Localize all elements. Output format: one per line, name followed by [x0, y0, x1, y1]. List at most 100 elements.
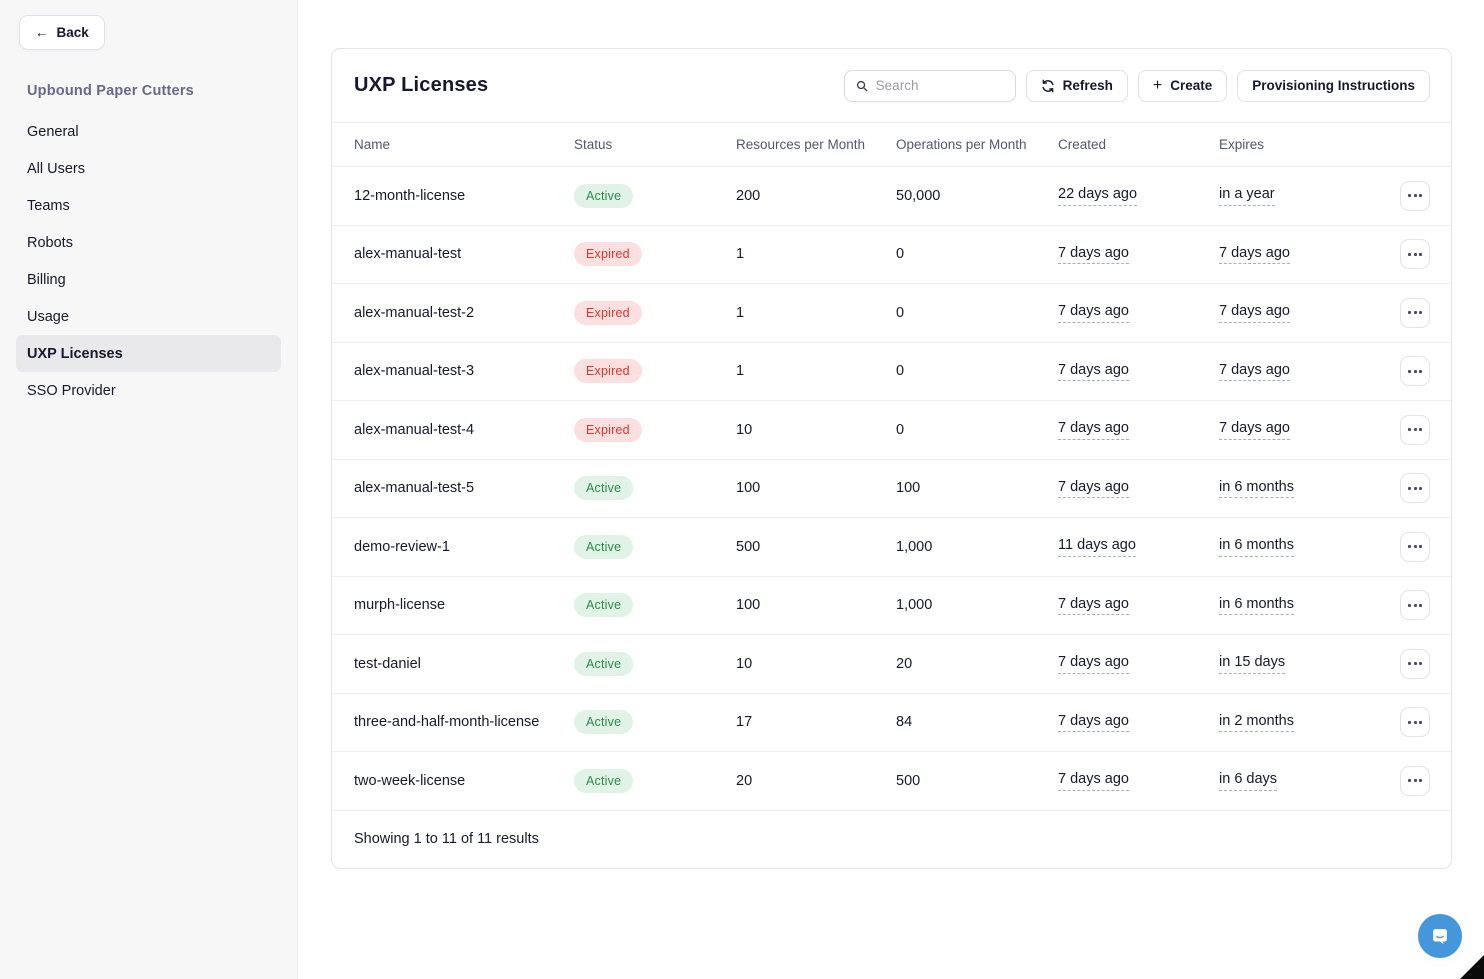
created-value: 7 days ago — [1058, 654, 1129, 674]
provisioning-instructions-button[interactable]: Provisioning Instructions — [1237, 69, 1430, 102]
table-row: three-and-half-month-license Active 17 8… — [332, 694, 1451, 752]
row-menu-button[interactable] — [1400, 590, 1430, 621]
column-header-expires: Expires — [1219, 137, 1265, 152]
license-name: two-week-license — [354, 772, 466, 789]
sidebar-item-sso-provider[interactable]: SSO Provider — [27, 382, 116, 399]
status-badge: Active — [574, 534, 634, 559]
ellipsis-icon — [1408, 779, 1411, 783]
back-button[interactable]: ← Back — [19, 15, 105, 50]
operations-per-month-value: 0 — [896, 421, 905, 438]
row-menu-button[interactable] — [1400, 356, 1430, 387]
license-name: three-and-half-month-license — [354, 714, 540, 731]
row-menu-button[interactable] — [1400, 297, 1430, 328]
row-menu-button[interactable] — [1400, 707, 1430, 738]
column-header-name: Name — [354, 137, 391, 152]
row-menu-button[interactable] — [1400, 531, 1430, 562]
table-row: alex-manual-test-2 Expired 1 0 7 days ag… — [332, 284, 1451, 343]
create-button-label: Create — [1170, 78, 1213, 93]
license-name: alex-manual-test-5 — [354, 480, 475, 497]
status-badge: Active — [574, 183, 634, 208]
table-row: two-week-license Active 20 500 7 days ag… — [332, 752, 1451, 811]
row-menu-button[interactable] — [1400, 414, 1430, 445]
refresh-button[interactable]: Refresh — [1025, 69, 1128, 102]
sidebar: ← Back Upbound Paper Cutters General All … — [0, 0, 298, 979]
search-box[interactable] — [843, 69, 1016, 102]
table-row: alex-manual-test Expired 1 0 7 days ago … — [332, 226, 1451, 284]
license-name: demo-review-1 — [354, 538, 450, 555]
row-menu-button[interactable] — [1400, 180, 1430, 211]
resources-per-month-value: 1 — [736, 246, 745, 263]
sidebar-item-teams[interactable]: Teams — [27, 197, 70, 214]
row-menu-button[interactable] — [1400, 648, 1430, 679]
resources-per-month-value: 1 — [736, 363, 745, 380]
table-footer: Showing 1 to 11 of 11 results — [332, 811, 1451, 868]
operations-per-month-value: 50,000 — [896, 187, 941, 204]
ellipsis-icon — [1408, 369, 1411, 373]
uxp-licenses-card: UXP Licenses Refresh — [331, 48, 1452, 869]
ellipsis-icon — [1408, 486, 1411, 490]
table-header-row: Name Status Resources per Month Operatio… — [332, 123, 1451, 167]
resources-per-month-value: 1 — [736, 304, 745, 321]
license-name: alex-manual-test-2 — [354, 304, 475, 321]
created-value: 7 days ago — [1058, 713, 1129, 732]
sidebar-item-usage[interactable]: Usage — [27, 308, 69, 325]
search-icon — [856, 80, 867, 91]
cursor-artifact — [1460, 955, 1484, 979]
expires-value: in 6 months — [1219, 537, 1294, 557]
sidebar-item-robots[interactable]: Robots — [27, 234, 73, 251]
operations-per-month-value: 500 — [896, 772, 921, 789]
resources-per-month-value: 20 — [736, 772, 753, 789]
header-actions: Refresh + Create Provisioning Instructio… — [843, 69, 1430, 102]
status-badge: Expired — [574, 300, 642, 325]
org-title: Upbound Paper Cutters — [27, 83, 194, 99]
search-input[interactable] — [875, 78, 1004, 93]
status-badge: Active — [574, 593, 634, 618]
back-arrow-icon: ← — [35, 25, 49, 40]
sidebar-item-uxp-licenses[interactable]: UXP Licenses — [16, 335, 281, 372]
sidebar-nav: General All Users Teams Robots Billing Usage U… — [0, 113, 297, 409]
row-menu-button[interactable] — [1400, 239, 1430, 270]
table-row: demo-review-1 Active 500 1,000 11 days a… — [332, 518, 1451, 577]
create-button[interactable]: + Create — [1137, 69, 1228, 102]
expires-value: in 6 months — [1219, 479, 1294, 498]
expires-value: 7 days ago — [1219, 303, 1290, 323]
created-value: 7 days ago — [1058, 479, 1129, 498]
license-name: alex-manual-test-3 — [354, 363, 475, 380]
expires-value: 7 days ago — [1219, 245, 1290, 264]
expires-value: in 15 days — [1219, 654, 1286, 674]
table-row: alex-manual-test-5 Active 100 100 7 days… — [332, 460, 1451, 518]
ellipsis-icon — [1408, 545, 1411, 549]
row-menu-button[interactable] — [1400, 473, 1430, 504]
chat-launcher-button[interactable] — [1418, 914, 1462, 958]
created-value: 11 days ago — [1058, 537, 1136, 557]
results-summary: Showing 1 to 11 of 11 results — [354, 831, 539, 847]
column-header-operations: Operations per Month — [896, 137, 1027, 152]
ellipsis-icon — [1408, 252, 1411, 256]
resources-per-month-value: 17 — [736, 714, 753, 731]
status-badge: Expired — [574, 417, 642, 442]
license-name: test-daniel — [354, 655, 421, 672]
created-value: 22 days ago — [1058, 186, 1138, 206]
created-value: 7 days ago — [1058, 771, 1129, 791]
ellipsis-icon — [1408, 311, 1411, 315]
chat-bubble-icon — [1433, 929, 1447, 945]
created-value: 7 days ago — [1058, 596, 1129, 615]
operations-per-month-value: 1,000 — [896, 538, 933, 555]
expires-value: in 6 days — [1219, 771, 1278, 791]
row-menu-button[interactable] — [1400, 765, 1430, 796]
refresh-button-label: Refresh — [1062, 78, 1113, 93]
sidebar-item-all-users[interactable]: All Users — [27, 160, 86, 177]
ellipsis-icon — [1408, 428, 1411, 432]
resources-per-month-value: 100 — [736, 480, 761, 497]
resources-per-month-value: 10 — [736, 655, 753, 672]
resources-per-month-value: 200 — [736, 187, 761, 204]
back-button-label: Back — [56, 25, 89, 40]
refresh-icon — [1042, 79, 1054, 92]
expires-value: 7 days ago — [1219, 420, 1290, 440]
status-badge: Active — [574, 476, 634, 501]
license-name: alex-manual-test — [354, 246, 462, 263]
operations-per-month-value: 20 — [896, 655, 913, 672]
sidebar-item-billing[interactable]: Billing — [27, 271, 66, 288]
sidebar-item-general[interactable]: General — [27, 123, 79, 140]
